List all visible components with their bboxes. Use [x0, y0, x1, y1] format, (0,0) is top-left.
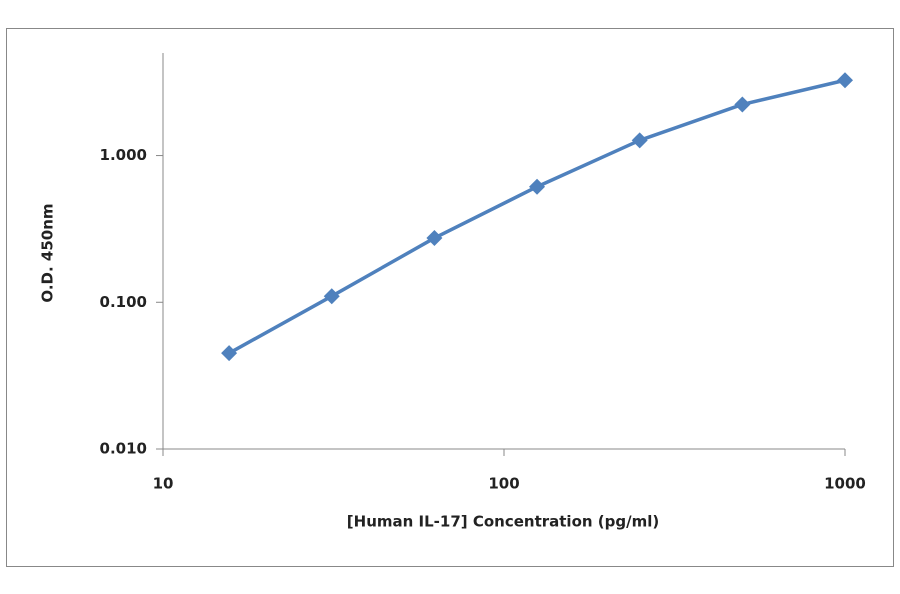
- data-point: [837, 72, 853, 89]
- y-tick-label: 0.100: [100, 293, 147, 311]
- data-point: [734, 96, 751, 113]
- y-tick-label: 0.010: [100, 440, 147, 458]
- x-axis-label: [Human IL-17] Concentration (pg/ml): [347, 513, 659, 531]
- data-point: [426, 230, 443, 247]
- y-tick-label: 1.000: [100, 146, 147, 164]
- x-tick-label: 100: [488, 475, 519, 493]
- x-tick-label: 1000: [824, 475, 866, 493]
- data-point: [529, 178, 546, 195]
- y-axis-label: O.D. 450nm: [39, 203, 57, 302]
- x-tick-label: 10: [153, 475, 174, 493]
- chart-border: [6, 28, 894, 567]
- data-point: [631, 132, 648, 149]
- data-point: [221, 345, 238, 362]
- data-point: [323, 288, 340, 305]
